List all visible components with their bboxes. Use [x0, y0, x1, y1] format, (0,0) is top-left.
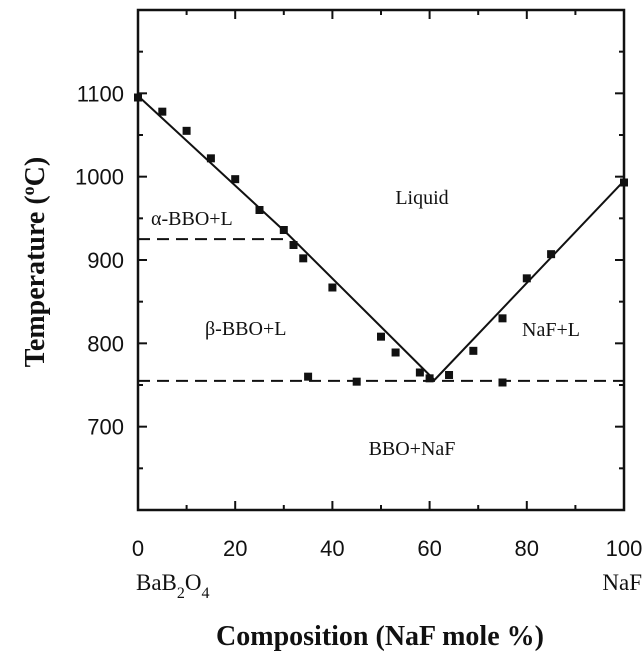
x-tick-label: 40	[320, 536, 344, 561]
x-tick-label: 20	[223, 536, 247, 561]
right-end-label: NaF	[602, 570, 642, 595]
region-label-liquid: Liquid	[395, 187, 448, 209]
axis-ticks	[138, 10, 624, 510]
data-point	[255, 206, 264, 214]
x-tick-label: 100	[606, 536, 643, 561]
y-axis-title: Temperature (oC)	[18, 157, 51, 367]
region-label-beta-bbo-l: β-BBO+L	[205, 318, 286, 340]
x-tick-label: 0	[132, 536, 144, 561]
region-label-bbo-naf: BBO+NaF	[369, 438, 456, 460]
region-label-alpha-bbo-l: α-BBO+L	[151, 208, 233, 230]
data-point	[377, 332, 385, 341]
data-point	[231, 175, 240, 184]
data-point	[498, 314, 507, 323]
liquidus-left-line	[137, 95, 436, 381]
x-tick-label: 80	[515, 536, 539, 561]
data-point	[289, 241, 298, 249]
data-point	[352, 377, 361, 386]
data-point	[206, 154, 215, 163]
y-tick-label: 800	[87, 331, 124, 356]
data-point	[415, 368, 424, 377]
data-point	[299, 254, 308, 263]
data-point	[522, 274, 531, 283]
y-tick-label: 1100	[77, 81, 124, 106]
data-point	[391, 348, 400, 357]
plot-frame	[136, 8, 626, 512]
data-point	[134, 93, 142, 102]
data-point	[547, 250, 556, 259]
data-point	[279, 226, 288, 234]
y-tick-label: 1000	[75, 165, 124, 190]
y-tick-label: 900	[87, 248, 124, 273]
left-end-label: BaB2O4	[136, 570, 210, 602]
data-point	[620, 178, 628, 187]
data-point	[158, 107, 167, 116]
data-point	[304, 372, 313, 381]
tick-labels: 0 20 40 60 80 100 700 800 900 1000 1100	[75, 81, 642, 561]
data-point	[328, 283, 337, 292]
y-tick-label: 700	[87, 415, 124, 440]
data-points	[134, 93, 628, 387]
data-point	[445, 371, 454, 379]
data-point	[498, 378, 507, 387]
x-tick-label: 60	[417, 536, 441, 561]
data-point	[469, 346, 478, 355]
region-label-naf-l: NaF+L	[522, 319, 580, 341]
data-point	[182, 126, 191, 135]
x-axis-title: Composition (NaF mole %)	[216, 621, 544, 652]
data-point	[425, 374, 434, 383]
